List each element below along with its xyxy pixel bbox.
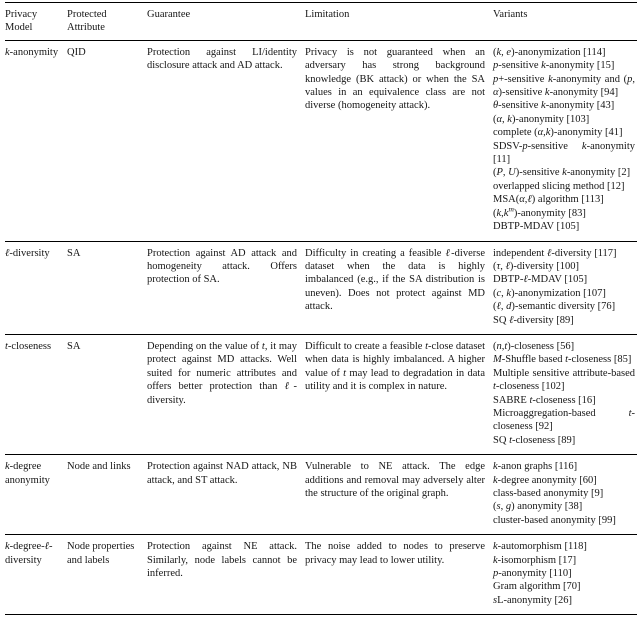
variants-list: independent ℓ-diversity [117] (τ, ℓ)-dive… — [493, 247, 635, 327]
variant-item: (k,km)-anonymity [83] — [493, 204, 586, 219]
variant-item: Multiple sensitive attribute-based t-clo… — [493, 367, 635, 393]
variant-item: (c, k)-anonymization [107] — [493, 287, 606, 299]
privacy-model-cell: k-degree anonymity — [5, 454, 67, 535]
column-header-privacy-model: Privacy Model — [5, 2, 67, 41]
variant-item: (k, e)-anonymization [114] — [493, 46, 606, 58]
column-header-protected-attribute: Protected Attribute — [67, 2, 147, 41]
variant-item: k-isomorphism [17] — [493, 554, 577, 566]
variant-item: class-based anonymity [9] — [493, 488, 604, 499]
column-header-guarantee: Guarantee — [147, 2, 305, 41]
variants-cell: (k, e)-anonymization [114] p-sensitive k-… — [493, 40, 637, 241]
protected-attribute-cell: SA — [67, 333, 147, 455]
variant-item: (α, k)-anonymity [103] — [493, 113, 590, 125]
variant-item: complete (α,k)-anonymity [41] — [493, 127, 623, 139]
table-row-k-degree-anonymity: k-degree anonymity Node and links Protec… — [5, 454, 637, 535]
variants-list: k-automorphism [118] k-isomorphism [17] p-… — [493, 540, 635, 607]
variants-list: k-anon graphs [116] k-degree anonymity [6… — [493, 460, 635, 527]
privacy-model-cell: t-closeness — [5, 333, 67, 455]
variants-list: (n,t)-closeness [56] M-Shuffle based t-cl… — [493, 340, 635, 447]
variants-cell: k-automorphism [118] k-isomorphism [17] p-… — [493, 534, 637, 615]
variant-item: SABRE t-closeness [16] — [493, 394, 596, 406]
variant-item: sL-anonymity [26] — [493, 594, 573, 606]
variant-item: SQ ℓ-diversity [89] — [493, 314, 574, 326]
variants-list: (k, e)-anonymization [114] p-sensitive k-… — [493, 46, 635, 234]
variant-item: SDSV-p-sensitive k-anonymity [11] — [493, 140, 635, 166]
variant-item: SQ t-closeness [89] — [493, 434, 576, 446]
protected-attribute-cell: SA — [67, 240, 147, 335]
variant-item: DBTP-ℓ-MDAV [105] — [493, 274, 588, 286]
variant-item: (τ, ℓ)-diversity [100] — [493, 260, 579, 272]
variant-item: k-anon graphs [116] — [493, 461, 578, 473]
variant-item: (n,t)-closeness [56] — [493, 340, 575, 352]
variant-item: θ-sensitive k-anonymity [43] — [493, 100, 615, 112]
variant-item: (ℓ, d)-semantic diversity [76] — [493, 301, 616, 313]
variant-item: overlapped slicing method [12] — [493, 180, 625, 192]
variant-item: p+-sensitive k-anonymity and (p, α)-sens… — [493, 73, 635, 99]
limitation-cell: The noise added to nodes to preserve pri… — [305, 534, 493, 615]
guarantee-cell: Protection against NAD attack, NB attack… — [147, 454, 305, 535]
table-row-l-diversity: ℓ-diversity SA Protection against AD att… — [5, 240, 637, 335]
variant-item: (P, U)-sensitive k-anonymity [2] — [493, 167, 631, 179]
privacy-model-cell: ℓ-diversity — [5, 240, 67, 335]
variant-item: k-automorphism [118] — [493, 541, 587, 553]
limitation-cell: Vulnerable to NE attack. The edge additi… — [305, 454, 493, 535]
column-header-limitation: Limitation — [305, 2, 493, 41]
variants-cell: k-anon graphs [116] k-degree anonymity [6… — [493, 454, 637, 535]
table-row-t-closeness: t-closeness SA Depending on the value of… — [5, 333, 637, 455]
table-header-row: Privacy Model Protected Attribute Guaran… — [5, 2, 637, 41]
variant-item: M-Shuffle based t-closeness [85] — [493, 354, 632, 366]
variant-item: k-degree anonymity [60] — [493, 474, 597, 486]
variant-item: independent ℓ-diversity [117] — [493, 247, 617, 259]
protected-attribute-cell: Node and links — [67, 454, 147, 535]
limitation-cell: Difficulty in creating a feasible ℓ-dive… — [305, 240, 493, 335]
guarantee-cell: Protection against LI/identity disclosur… — [147, 46, 297, 72]
privacy-model-cell: k-anonymity — [5, 46, 59, 58]
privacy-model-cell: k-degree-ℓ-diversity — [5, 534, 67, 615]
limitation-cell: Difficult to create a feasible t-close d… — [305, 333, 493, 455]
table-row-k-degree-l-diversity: k-degree-ℓ-diversity Node properties and… — [5, 534, 637, 615]
guarantee-cell: Protection against NE attack. Similarly,… — [147, 534, 305, 615]
table-row-k-anonymity: k-anonymity QID Protection against LI/id… — [5, 40, 637, 241]
variants-cell: independent ℓ-diversity [117] (τ, ℓ)-dive… — [493, 240, 637, 335]
guarantee-cell: Depending on the value of t, it may prot… — [147, 333, 305, 455]
variants-cell: (n,t)-closeness [56] M-Shuffle based t-cl… — [493, 333, 637, 455]
variant-item: p-anonymity [110] — [493, 568, 572, 580]
variant-item: DBTP-MDAV [105] — [493, 221, 580, 233]
variant-item: Gram algorithm [70] — [493, 581, 581, 593]
column-header-variants: Variants — [493, 2, 637, 41]
variant-item: (s, g) anonymity [38] — [493, 501, 583, 513]
variant-item: p-sensitive k-anonymity [15] — [493, 60, 615, 72]
limitation-cell: Privacy is not guaranteed when an advers… — [305, 46, 485, 112]
variant-item: Microaggregation-based t-closeness [92] — [493, 407, 635, 433]
protected-attribute-cell: Node properties and labels — [67, 534, 147, 615]
guarantee-cell: Protection against AD attack and homogen… — [147, 240, 305, 335]
protected-attribute-cell: QID — [67, 46, 86, 58]
privacy-models-table: Privacy Model Protected Attribute Guaran… — [5, 2, 637, 616]
variant-item: MSA(α,ℓ) algorithm [113] — [493, 194, 604, 206]
variant-item: cluster-based anonymity [99] — [493, 514, 616, 526]
